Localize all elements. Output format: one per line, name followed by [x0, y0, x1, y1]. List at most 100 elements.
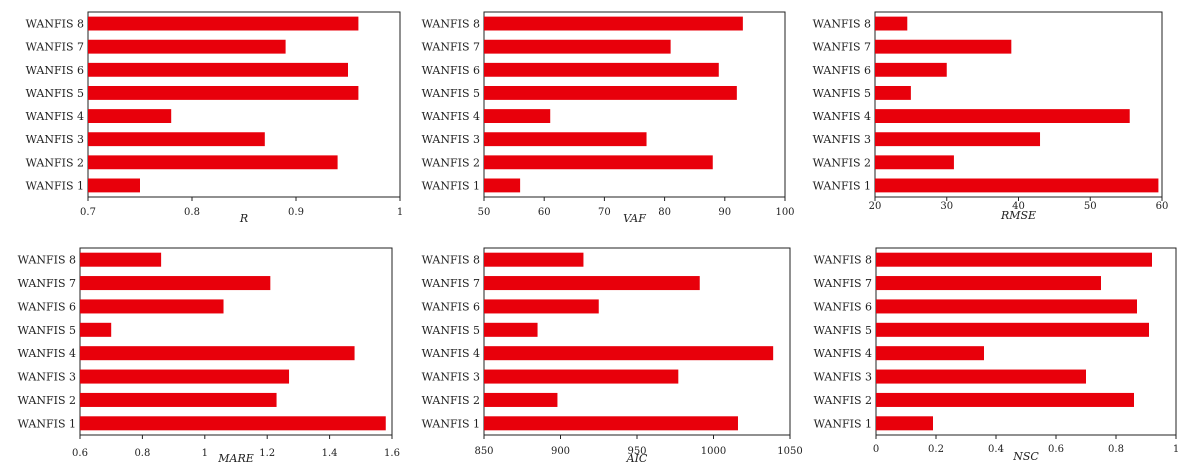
- bar-wanfis-1: [484, 178, 521, 193]
- category-label: WANFIS 5: [26, 87, 84, 100]
- category-label: WANFIS 1: [814, 417, 872, 430]
- category-label: WANFIS 3: [422, 133, 480, 146]
- bar-wanfis-4: [88, 109, 172, 123]
- x-tick-label: 70: [598, 207, 611, 218]
- x-tick-label: 850: [474, 446, 493, 457]
- category-label: WANFIS 3: [814, 371, 872, 384]
- category-label: WANFIS 6: [422, 300, 480, 313]
- bar-wanfis-5: [875, 86, 911, 100]
- chart-panel-3: WANFIS 1 WANFIS 2 WANFIS 3 WANFIS 4 WANFIS 5…: [813, 11, 1169, 222]
- bar-wanfis-3: [484, 132, 647, 147]
- category-label: WANFIS 3: [422, 371, 480, 384]
- bar-wanfis-7: [876, 276, 1101, 291]
- bar-wanfis-2: [876, 392, 1134, 407]
- x-tick-label: 0.8: [134, 448, 150, 459]
- x-axis-label: R: [239, 212, 248, 225]
- x-axis-label: NSC: [1012, 450, 1039, 463]
- category-label: WANFIS 4: [26, 110, 84, 123]
- x-axis-label: MARE: [217, 452, 254, 465]
- category-label: WANFIS 4: [422, 110, 480, 123]
- x-tick-label: 80: [658, 207, 671, 218]
- bar-wanfis-8: [484, 252, 584, 267]
- bar-wanfis-7: [88, 39, 286, 54]
- bar-wanfis-7: [484, 276, 700, 291]
- bar-wanfis-2: [80, 392, 277, 407]
- x-axis-label: AIC: [626, 452, 648, 465]
- category-label: WANFIS 7: [814, 277, 872, 290]
- plot-frame: [483, 11, 786, 198]
- bar-wanfis-6: [484, 62, 719, 77]
- x-tick-label: 0.8: [184, 207, 200, 218]
- bar-wanfis-4: [484, 109, 551, 123]
- bar-wanfis-2: [484, 155, 713, 170]
- category-label: WANFIS 3: [18, 371, 76, 384]
- bar-wanfis-4: [876, 346, 984, 361]
- x-tick-label: 50: [1084, 201, 1097, 212]
- x-tick-label: 1.4: [322, 448, 338, 459]
- category-label: WANFIS 6: [813, 64, 871, 77]
- x-tick-label: 1: [202, 448, 208, 459]
- bar-wanfis-5: [88, 86, 359, 100]
- category-label: WANFIS 4: [814, 347, 872, 360]
- bar-wanfis-5: [484, 322, 538, 337]
- category-label: WANFIS 1: [813, 179, 871, 192]
- category-label: WANFIS 1: [18, 417, 76, 430]
- bar-wanfis-3: [876, 369, 1086, 384]
- category-label: WANFIS 2: [18, 394, 76, 407]
- chart-panel-5: WANFIS 1 WANFIS 2 WANFIS 3 WANFIS 4 WANFIS 5…: [422, 247, 803, 465]
- x-tick-label: 30: [940, 201, 953, 212]
- bar-wanfis-2: [484, 392, 558, 407]
- x-tick-label: 1.2: [259, 448, 275, 459]
- x-tick-label: 0.2: [928, 444, 944, 455]
- x-axis-label: VAF: [623, 212, 646, 225]
- bar-wanfis-8: [875, 16, 908, 31]
- category-label: WANFIS 5: [18, 324, 76, 337]
- bar-wanfis-1: [88, 178, 140, 193]
- category-label: WANFIS 2: [422, 156, 480, 169]
- bar-wanfis-1: [484, 416, 738, 431]
- bar-wanfis-3: [484, 369, 679, 384]
- bar-wanfis-8: [876, 252, 1152, 267]
- category-label: WANFIS 7: [422, 41, 480, 54]
- bar-wanfis-6: [876, 299, 1137, 314]
- x-tick-label: 1: [1173, 444, 1179, 455]
- category-label: WANFIS 4: [18, 347, 76, 360]
- x-tick-label: 0: [873, 444, 879, 455]
- category-label: WANFIS 2: [26, 156, 84, 169]
- bar-wanfis-3: [88, 132, 265, 147]
- x-tick-label: 1: [397, 207, 403, 218]
- x-tick-label: 40: [1012, 201, 1025, 212]
- bar-wanfis-7: [484, 39, 671, 54]
- category-label: WANFIS 3: [813, 133, 871, 146]
- x-tick-label: 1050: [777, 446, 802, 457]
- bar-wanfis-3: [80, 369, 290, 384]
- x-tick-label: 60: [1156, 201, 1169, 212]
- bar-wanfis-1: [875, 178, 1159, 193]
- category-label: WANFIS 7: [422, 277, 480, 290]
- category-label: WANFIS 6: [26, 64, 84, 77]
- category-label: WANFIS 6: [422, 64, 480, 77]
- bar-wanfis-5: [876, 322, 1149, 337]
- x-tick-label: 100: [775, 207, 794, 218]
- bar-wanfis-6: [875, 62, 947, 77]
- bar-wanfis-8: [88, 16, 359, 31]
- category-label: WANFIS 5: [422, 324, 480, 337]
- category-label: WANFIS 5: [813, 87, 871, 100]
- x-tick-label: 20: [869, 201, 882, 212]
- chart-panel-1: WANFIS 1 WANFIS 2 WANFIS 3 WANFIS 4 WANFIS 5…: [26, 11, 403, 225]
- x-tick-label: 0.6: [72, 448, 88, 459]
- bar-wanfis-8: [80, 252, 162, 267]
- chart-panel-2: WANFIS 1 WANFIS 2 WANFIS 3 WANFIS 4 WANFIS 5…: [422, 11, 795, 225]
- category-label: WANFIS 2: [813, 156, 871, 169]
- x-tick-label: 900: [551, 446, 570, 457]
- category-label: WANFIS 5: [422, 87, 480, 100]
- chart-panel-6: WANFIS 1 WANFIS 2 WANFIS 3 WANFIS 4 WANFIS 5…: [814, 247, 1179, 463]
- bar-wanfis-1: [80, 416, 386, 431]
- chart-panel-4: WANFIS 1 WANFIS 2 WANFIS 3 WANFIS 4 WANFIS 5…: [18, 247, 400, 465]
- category-label: WANFIS 8: [422, 18, 480, 31]
- category-label: WANFIS 2: [422, 394, 480, 407]
- x-tick-label: 60: [538, 207, 551, 218]
- bar-wanfis-5: [80, 322, 112, 337]
- bar-wanfis-6: [80, 299, 224, 314]
